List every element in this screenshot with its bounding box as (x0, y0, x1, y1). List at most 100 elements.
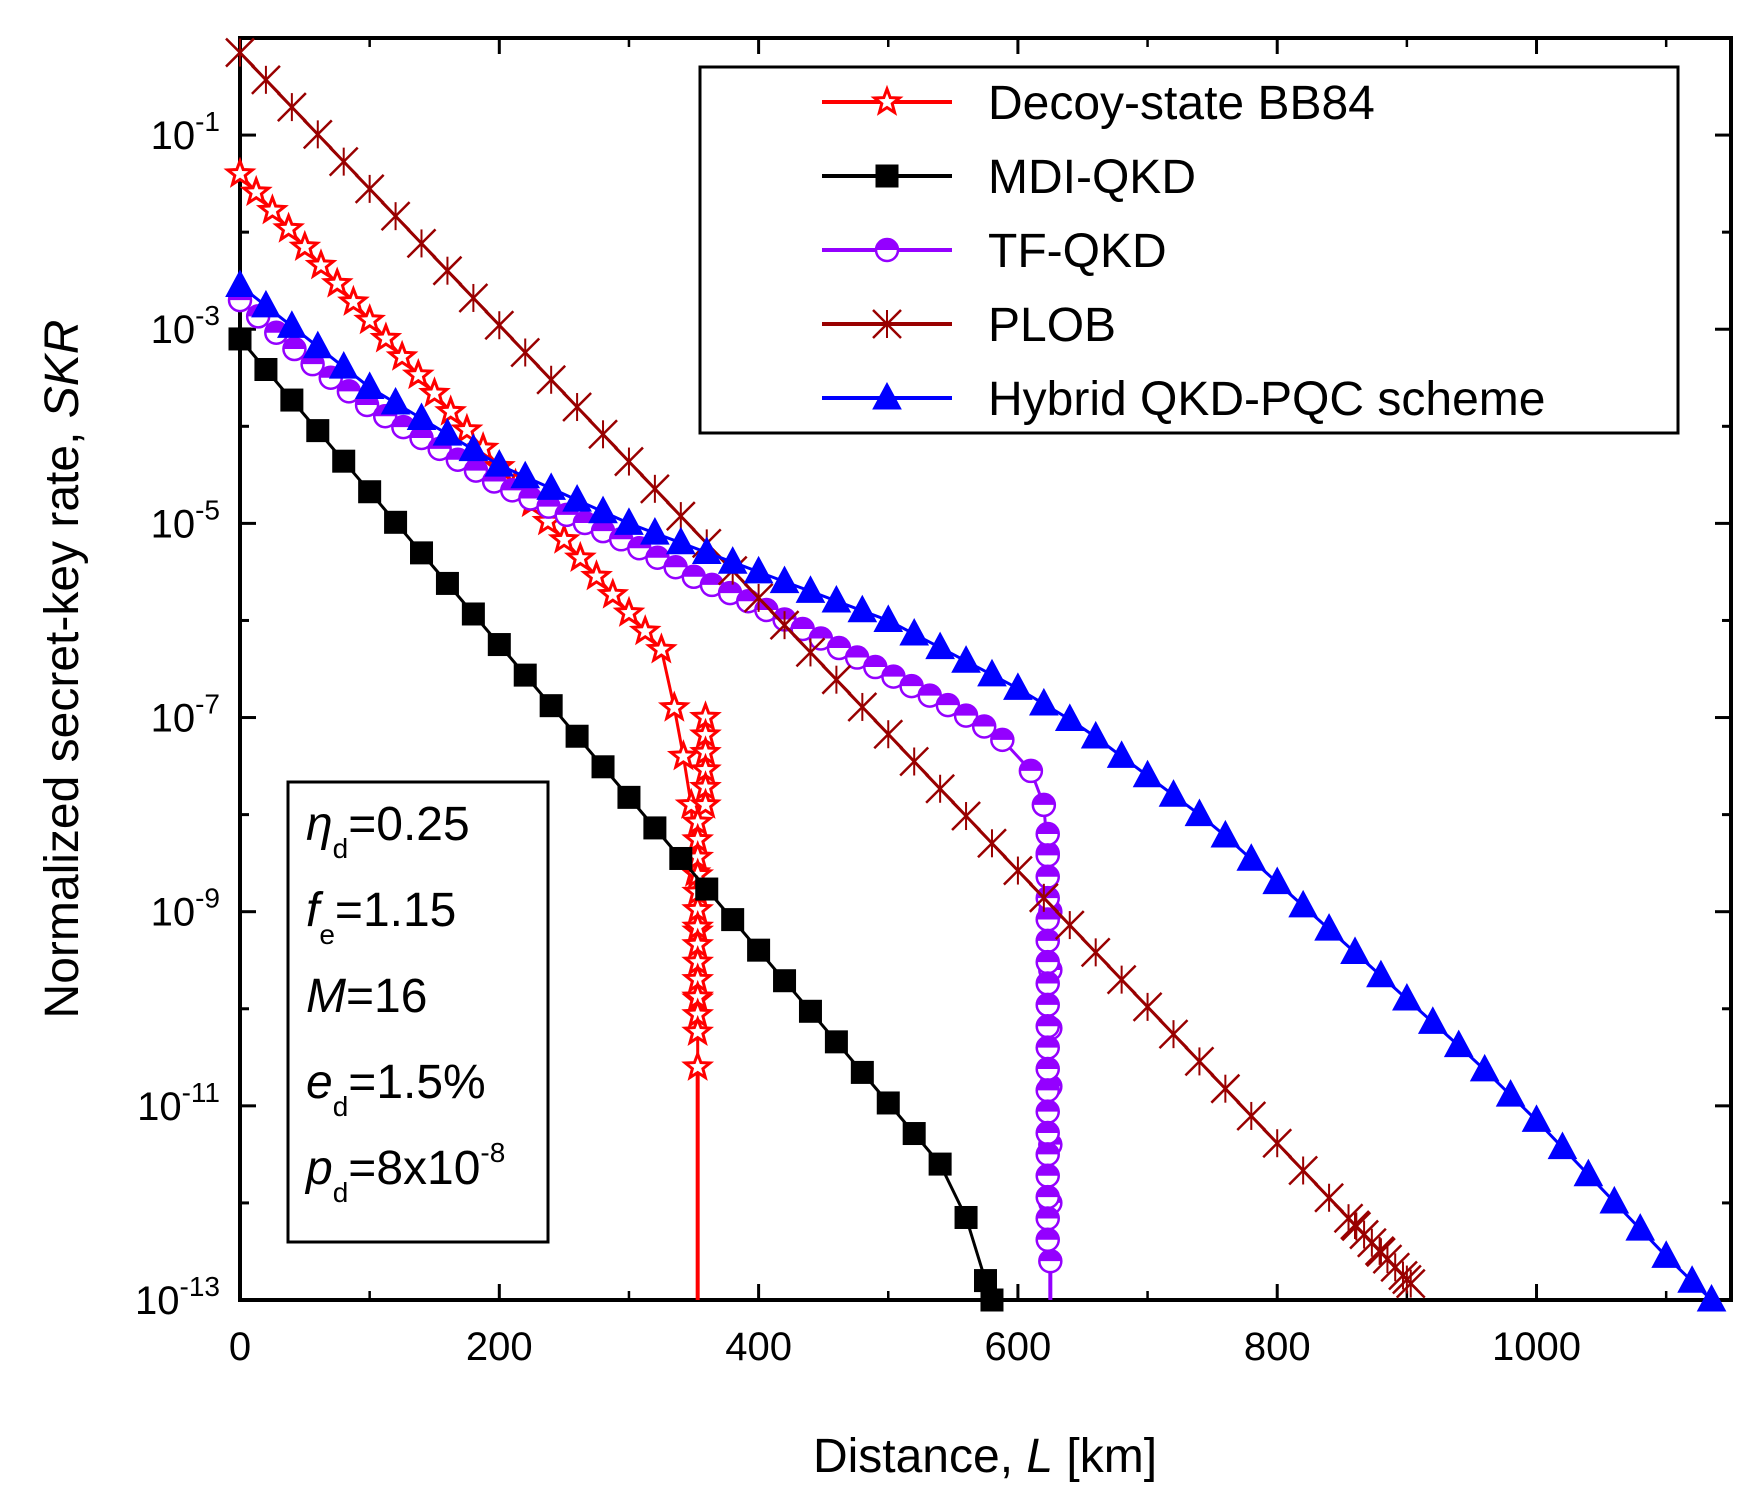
legend-entry: PLOB (822, 299, 1116, 352)
data-point (743, 555, 774, 584)
data-point (277, 310, 307, 338)
data-point (1031, 792, 1057, 818)
data-point (643, 816, 667, 840)
series-plob (225, 37, 1426, 1299)
data-point (536, 364, 567, 395)
data-point (1210, 819, 1241, 848)
data-point (721, 908, 745, 932)
data-point (795, 637, 826, 668)
y-tick-label: 10-9 (151, 883, 220, 935)
data-point (380, 386, 411, 415)
data-point (302, 330, 333, 359)
data-point (1158, 779, 1189, 807)
data-point (953, 703, 979, 728)
data-point (1158, 1019, 1189, 1050)
data-point (863, 654, 888, 680)
parameter-line: M=16 (306, 970, 427, 1023)
data-point (1696, 1283, 1727, 1312)
data-point (640, 517, 670, 545)
data-point (354, 371, 385, 399)
data-point (432, 418, 463, 446)
data-point (1651, 1240, 1682, 1268)
data-point (1106, 740, 1137, 768)
data-point (935, 692, 961, 718)
data-point (617, 785, 641, 809)
data-point (681, 1049, 715, 1081)
legend-label: MDI-QKD (988, 151, 1196, 204)
data-point (1035, 949, 1060, 975)
x-tick-label: 0 (229, 1325, 251, 1369)
data-point (332, 449, 356, 473)
data-point (225, 269, 255, 298)
data-point (251, 289, 281, 318)
data-point (1132, 992, 1163, 1022)
data-point (681, 564, 707, 590)
parameter-line: fe=1.15 (306, 884, 456, 950)
data-point (795, 575, 826, 603)
data-point (228, 327, 252, 351)
data-point (824, 1030, 848, 1054)
data-point (1080, 937, 1111, 968)
data-point (565, 724, 589, 748)
data-point (458, 433, 489, 462)
legend-entry: TF-QKD (822, 225, 1167, 278)
parameter-line: ηd=0.25 (306, 798, 470, 864)
data-point (384, 510, 408, 534)
y-tick-label: 10-13 (135, 1271, 220, 1323)
data-point (925, 773, 956, 804)
data-point (1340, 936, 1370, 964)
data-point (1035, 1078, 1060, 1103)
data-point (821, 664, 852, 695)
legend-marker (872, 309, 902, 339)
data-point (1236, 1101, 1267, 1131)
data-point (954, 1205, 978, 1229)
data-point (276, 92, 307, 122)
data-point (1035, 864, 1060, 889)
data-point (591, 755, 615, 779)
data-point (663, 555, 688, 580)
data-point (747, 938, 771, 962)
data-point (562, 392, 592, 422)
data-point (1035, 1163, 1060, 1188)
x-tick-label: 400 (725, 1325, 792, 1369)
x-tick-label: 600 (985, 1325, 1052, 1369)
data-point (239, 174, 273, 207)
data-point (458, 283, 489, 313)
data-point (798, 999, 822, 1023)
data-point (899, 617, 930, 646)
data-point (1035, 1227, 1060, 1253)
data-point (847, 692, 878, 722)
data-point (487, 633, 511, 657)
x-axis-title: Distance, L [km] (813, 1430, 1157, 1483)
data-point (406, 402, 437, 431)
data-point (513, 663, 537, 687)
data-point (1132, 759, 1163, 788)
data-point (1035, 1035, 1060, 1060)
data-point (1547, 1131, 1578, 1160)
y-tick-label: 10-1 (151, 106, 220, 158)
data-point (971, 714, 997, 739)
data-point (272, 211, 305, 243)
y-tick-label: 10-5 (151, 494, 220, 546)
data-point (1003, 855, 1033, 886)
data-point (717, 580, 743, 606)
data-point (1366, 959, 1396, 988)
data-point (1184, 1046, 1215, 1077)
y-tick-label: 10-7 (151, 689, 220, 741)
data-point (1054, 910, 1085, 940)
data-point (691, 536, 722, 565)
data-point (547, 522, 581, 554)
data-point (328, 146, 359, 177)
data-point (1035, 821, 1060, 847)
data-point (1288, 1155, 1319, 1186)
data-point (518, 486, 543, 511)
data-point (695, 877, 719, 901)
data-point (689, 787, 722, 819)
series-hybrid-qkd-pqc-scheme (225, 269, 1727, 1312)
data-point (769, 565, 800, 594)
data-point (1035, 1120, 1060, 1146)
data-point (1262, 1128, 1293, 1159)
data-point (306, 419, 330, 443)
data-point (1677, 1265, 1707, 1293)
data-point (484, 310, 515, 341)
